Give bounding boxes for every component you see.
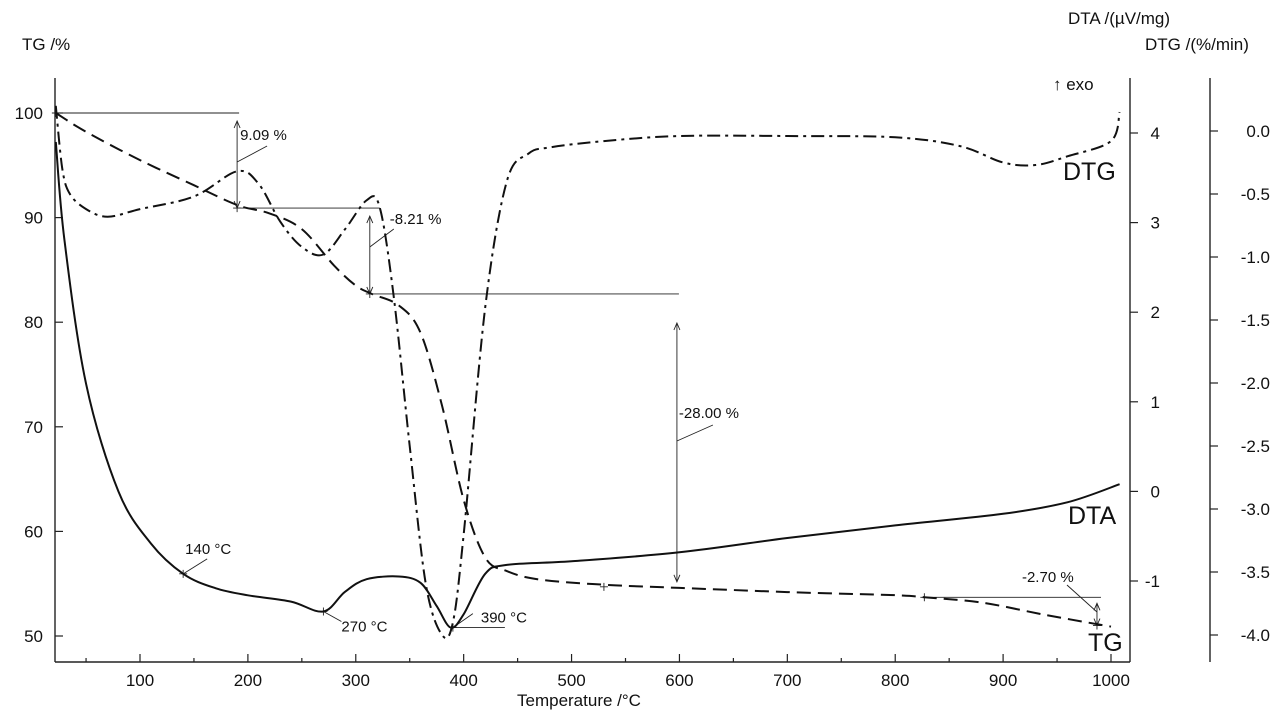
tg-tick-label-90: 90 [24, 209, 43, 228]
curves [54, 105, 1121, 640]
axes: 100 200 300 400 500 600 700 800 900 1000506070809… [15, 78, 1270, 690]
tg-step-marker-3 [599, 582, 608, 591]
mass-step-1-leader [236, 145, 268, 163]
dtg-tick-label--1.0: -1.0 [1241, 248, 1270, 267]
peak-390-label: 390 °C [481, 610, 527, 627]
x-tick-label-500: 500 [557, 671, 585, 690]
dtg-tick-label--0.5: -0.5 [1241, 185, 1270, 204]
tg-tick-label-50: 50 [24, 627, 43, 646]
annotations: 9.09 % -8.21 % -28.00 % -2.70 % 140 °C 270 °C… [51, 109, 1101, 635]
mass-step-2-label: -8.21 % [390, 211, 442, 228]
x-tick-label-100: 100 [126, 671, 154, 690]
dta-tick-label-2: 2 [1151, 303, 1160, 322]
mass-step-4-label: -2.70 % [1022, 569, 1074, 586]
peak-270-leader [323, 611, 342, 622]
tg-tick-label-80: 80 [24, 313, 43, 332]
dtg-tick-label--3.0: -3.0 [1241, 500, 1270, 519]
dta-tick-label-3: 3 [1151, 214, 1160, 233]
dtg-curve-label: DTG [1063, 158, 1116, 186]
mass-step-3-leader [676, 424, 714, 442]
x-tick-label-800: 800 [881, 671, 909, 690]
tg-step-marker-1 [233, 204, 242, 213]
x-tick-label-700: 700 [773, 671, 801, 690]
peak-270-label: 270 °C [341, 618, 387, 635]
x-axis-title: Temperature /°C [517, 691, 641, 710]
mass-step-3-arrowhead-bottom [673, 574, 681, 583]
peak-140-label: 140 °C [185, 541, 231, 558]
mass-step-3-label: -28.00 % [679, 405, 739, 422]
dtg-tick-label--1.5: -1.5 [1241, 311, 1270, 330]
peak-140-leader [182, 558, 208, 575]
tg-tick-label-60: 60 [24, 522, 43, 541]
dta-axis-title: DTA /(µV/mg) [1068, 9, 1170, 28]
dtg-tick-label--3.5: -3.5 [1241, 563, 1270, 582]
dtg-curve [54, 105, 1121, 640]
mass-step-4-leader [1066, 584, 1098, 613]
mass-step-1-label: 9.09 % [240, 127, 287, 144]
mass-step-2-arrowhead-top [366, 214, 374, 224]
x-tick-label-300: 300 [342, 671, 370, 690]
tg-axis-title: TG /% [22, 35, 70, 54]
mass-step-3-arrowhead-top [673, 321, 681, 331]
dta-curve [54, 141, 1120, 629]
dtg-axis-title: DTG /(%/min) [1145, 35, 1249, 54]
dtg-tick-label--2.0: -2.0 [1241, 374, 1270, 393]
dtg-tick-label-0.0: 0.0 [1246, 122, 1270, 141]
tg-tick-label-100: 100 [15, 104, 43, 123]
mass-step-1-arrowhead-top [233, 119, 241, 129]
x-tick-label-1000: 1000 [1092, 671, 1130, 690]
tg-tick-label-70: 70 [24, 418, 43, 437]
tg-curve-label: TG [1088, 629, 1123, 657]
mass-step-4-arrowhead-top [1093, 602, 1101, 611]
dta-tick-label-0: 0 [1151, 482, 1160, 501]
dtg-tick-label--2.5: -2.5 [1241, 437, 1270, 456]
x-tick-label-600: 600 [665, 671, 693, 690]
exo-indicator: ↑ exo [1053, 75, 1094, 94]
mass-step-2-leader [369, 228, 395, 248]
dta-tick-label-1: 1 [1151, 393, 1160, 412]
x-tick-label-900: 900 [989, 671, 1017, 690]
dta-tick-label--1: -1 [1145, 572, 1160, 591]
dtg-tick-label--4.0: -4.0 [1241, 626, 1270, 645]
tg-curve [55, 112, 1112, 628]
dta-tick-label-4: 4 [1151, 124, 1160, 143]
x-tick-label-400: 400 [449, 671, 477, 690]
x-tick-label-200: 200 [234, 671, 262, 690]
dta-curve-label: DTA [1068, 502, 1116, 530]
